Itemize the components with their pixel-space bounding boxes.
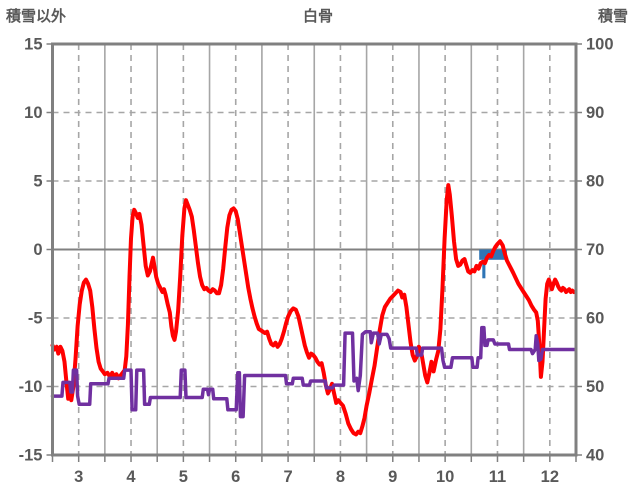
y-right-tick-label: 90 <box>586 104 604 122</box>
x-tick-label: 3 <box>74 468 83 486</box>
red-series-line <box>50 183 576 437</box>
y-left-tick-label: 15 <box>24 36 42 54</box>
y-right-tick-label: 40 <box>586 447 604 465</box>
plot-frame <box>51 42 578 457</box>
x-tick-label: 10 <box>436 468 454 486</box>
y-left-tick-label: 10 <box>24 104 42 122</box>
y-left-tick-label: -15 <box>19 447 43 465</box>
y-left-tick-label: 0 <box>33 241 42 259</box>
y-right-tick-label: 70 <box>586 241 604 259</box>
x-tick-label: 7 <box>283 468 292 486</box>
y-left-tick-label: 5 <box>33 173 42 191</box>
right-axis-title: 積雪 <box>597 8 628 25</box>
left-axis-title: 積雪以外 <box>6 8 67 25</box>
x-tick-label: 9 <box>388 468 397 486</box>
y-right-tick-label: 60 <box>586 310 604 328</box>
y-left-tick-label: -5 <box>28 310 43 328</box>
x-tick-label: 5 <box>179 468 188 486</box>
x-tick-label: 12 <box>541 468 559 486</box>
purple-series-line <box>50 325 578 419</box>
x-tick-label: 6 <box>231 468 240 486</box>
chart-title: 白骨 <box>302 8 333 25</box>
x-tick-label: 11 <box>489 468 506 486</box>
x-tick-label: 4 <box>126 468 136 486</box>
y-right-tick-label: 50 <box>586 378 604 396</box>
y-left-tick-label: -10 <box>19 378 43 396</box>
x-tick-label: 8 <box>336 468 345 486</box>
y-right-tick-label: 80 <box>586 173 604 191</box>
y-right-tick-label: 100 <box>586 36 614 54</box>
snow-bar <box>482 259 486 279</box>
